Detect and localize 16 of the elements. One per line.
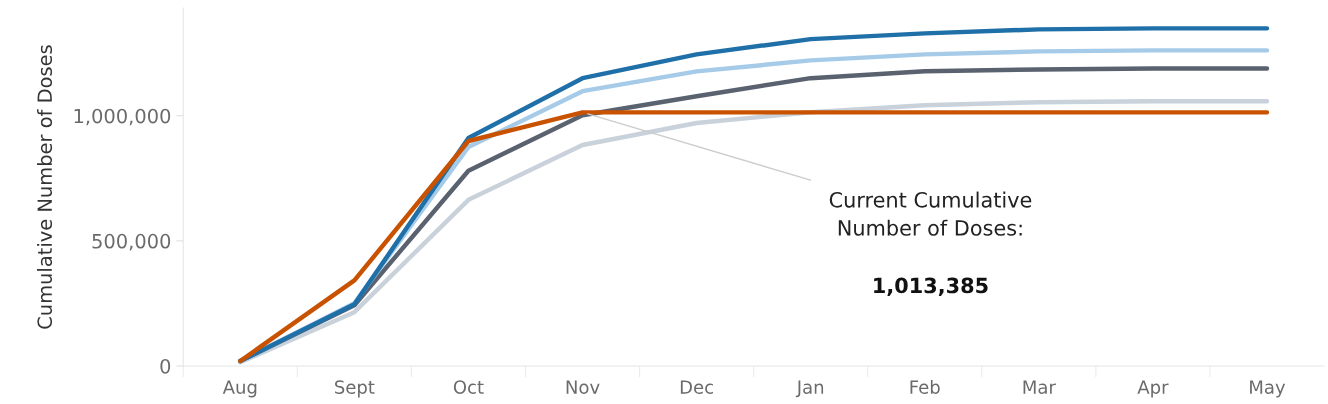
x-tick-label: Apr [1137, 380, 1169, 398]
annotation: Current Cumulative Number of Doses: [829, 191, 1032, 236]
x-tick-label: Mar [1023, 380, 1056, 394]
x-tick-label: Aug [222, 380, 257, 398]
y-tick-label: 0 [160, 358, 171, 374]
x-tick-label: Jan [795, 380, 824, 398]
annotation: 1,013,385 [874, 277, 988, 296]
x-tick-label: Oct [453, 380, 484, 394]
y-tick-label: 500,000 [92, 233, 171, 251]
x-tick-label: Feb [910, 379, 940, 394]
x-tick-label: Sept [335, 380, 375, 398]
y-axis-title: Cumulative Number of Doses [37, 45, 53, 329]
x-tick-label: Dec [680, 380, 713, 394]
x-tick-label: Nov [566, 380, 600, 394]
y-tick-label: 1,000,000 [74, 108, 171, 126]
x-tick-label: May [1250, 380, 1286, 398]
